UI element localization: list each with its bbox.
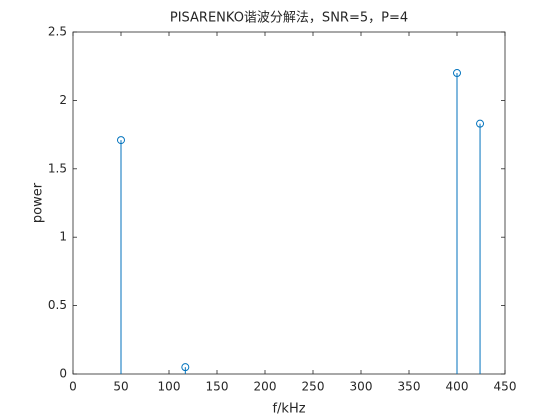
x-tick-label: 100: [158, 380, 181, 394]
stem-marker: [117, 136, 125, 145]
x-tick-label: 300: [350, 380, 373, 394]
x-tick-label: 450: [494, 380, 517, 394]
y-tick-label: 2.5: [48, 25, 67, 39]
x-tick-label: 350: [398, 380, 421, 394]
x-axis-label: f/kHz: [272, 402, 305, 417]
y-tick-label: 0: [59, 367, 67, 381]
x-tick-label: 0: [69, 380, 77, 394]
x-tick-label: 150: [206, 380, 229, 394]
y-axis-label: power: [31, 182, 46, 223]
y-tick-label: 1: [59, 230, 67, 244]
stem-marker: [476, 119, 485, 128]
axes-box: [72, 31, 506, 375]
y-tick-label: 1.5: [48, 161, 67, 175]
x-tick-label: 200: [254, 380, 277, 394]
x-tick-label: 400: [446, 380, 469, 394]
x-tick-label: 250: [302, 380, 325, 394]
y-tick-label: 0.5: [48, 298, 67, 312]
y-tick-label: 2: [59, 93, 67, 107]
stem-marker: [181, 363, 190, 372]
stem-marker: [453, 69, 461, 78]
x-tick-label: 50: [113, 380, 128, 394]
chart-title: PISARENKO谐波分解法，SNR=5，P=4: [170, 11, 408, 26]
